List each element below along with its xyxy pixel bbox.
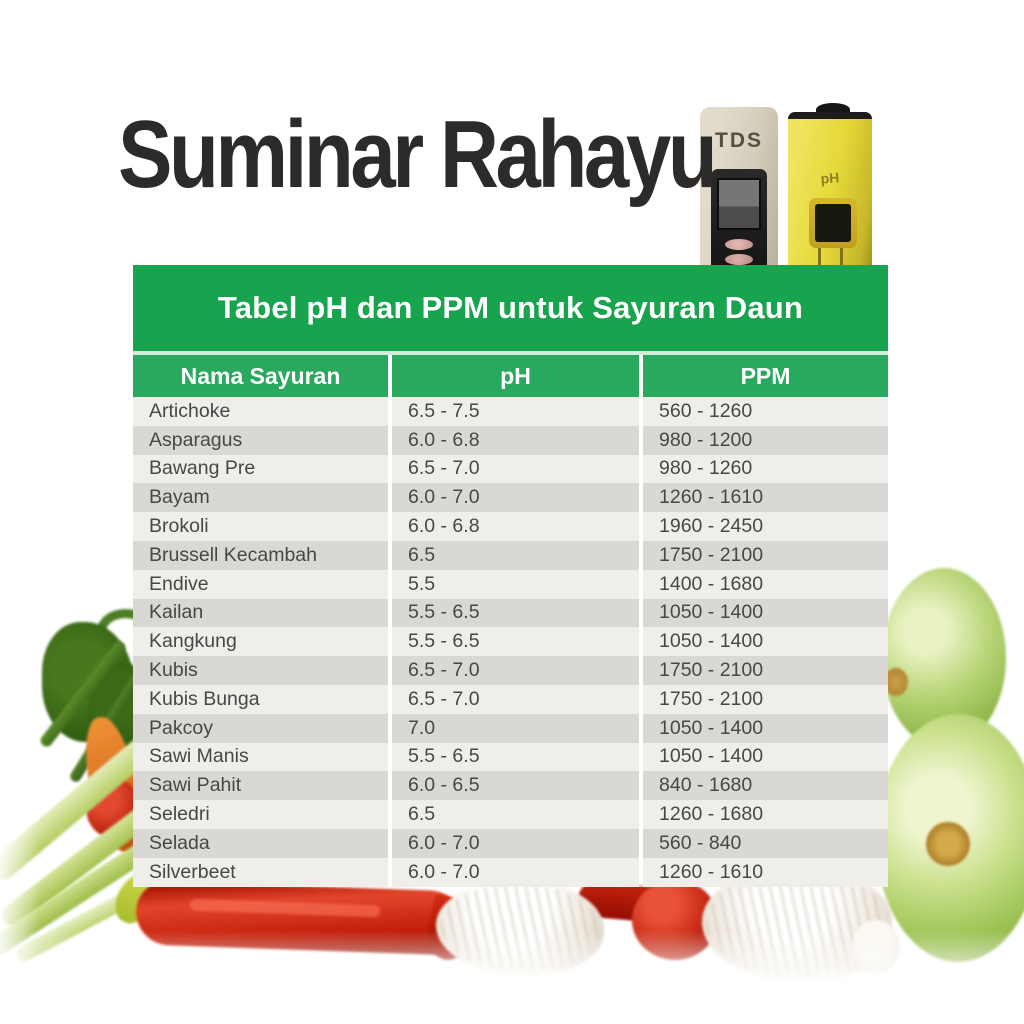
ph-device-label: pH [820,169,840,187]
table-row: Sawi Pahit 6.0 - 6.5 840 - 1680 [133,771,888,801]
ph-cell: 6.0 - 7.0 [392,857,639,887]
ph-meter-stem [818,248,821,267]
table-row: Kangkung 5.5 - 6.5 1050 - 1400 [133,627,888,657]
ph-cell: 6.5 [392,540,639,570]
name-cell: Bawang Pre [133,454,388,484]
ppm-cell: 1960 - 2450 [643,512,888,541]
squash-stem-scar [884,668,908,696]
ph-cell: 6.5 - 7.0 [392,656,639,685]
ppm-cell: 1050 - 1400 [643,627,888,657]
ppm-cell: 1750 - 2100 [643,656,888,685]
ph-cell: 6.5 - 7.0 [392,684,639,714]
name-cell: Endive [133,569,388,599]
ppm-cell: 980 - 1200 [643,425,888,455]
ppm-cell: 980 - 1260 [643,454,888,484]
tds-button [725,239,753,250]
ph-cell: 6.0 - 6.8 [392,512,639,541]
name-cell: Sawi Manis [133,742,388,772]
tds-lcd-screen [717,178,761,230]
ph-cell: 6.0 - 7.0 [392,483,639,513]
name-cell: Seledri [133,800,388,829]
table-separator [133,351,888,355]
table-body: Artichoke 6.5 - 7.5 560 - 1260 Asparagus 6.0… [133,397,888,887]
ppm-cell: 1750 - 2100 [643,684,888,714]
tds-meter-panel [711,169,767,267]
name-cell: Asparagus [133,425,388,455]
brand-title: Suminar Rahayu [118,101,718,208]
ph-cell: 6.0 - 6.5 [392,771,639,801]
tds-meter-device: TDS [700,107,778,267]
name-cell: Kangkung [133,627,388,657]
name-cell: Selada [133,828,388,858]
ppm-cell: 560 - 1260 [643,397,888,426]
ph-cell: 6.0 - 7.0 [392,828,639,858]
name-cell: Kubis Bunga [133,684,388,714]
table-row: Brokoli 6.0 - 6.8 1960 - 2450 [133,512,888,541]
column-header-ppm: PPM [643,355,888,397]
ph-meter-stem [840,248,843,267]
table-header-row: Nama Sayuran pH PPM [133,355,888,397]
table-title: Tabel pH dan PPM untuk Sayuran Daun [217,290,804,325]
name-cell: Pakcoy [133,713,388,743]
table-row: Kubis 6.5 - 7.0 1750 - 2100 [133,656,888,685]
ph-cell: 6.5 - 7.0 [392,454,639,484]
ph-meter-cap [788,112,872,119]
name-cell: Brokoli [133,512,388,541]
column-header-nama-sayuran: Nama Sayuran [133,355,388,397]
ppm-cell: 1050 - 1400 [643,713,888,743]
name-cell: Brussell Kecambah [133,540,388,570]
ph-cell: 7.0 [392,713,639,743]
name-cell: Kailan [133,598,388,628]
table-row: Bawang Pre 6.5 - 7.0 980 - 1260 [133,454,888,484]
table-row: Artichoke 6.5 - 7.5 560 - 1260 [133,397,888,426]
table-row: Kailan 5.5 - 6.5 1050 - 1400 [133,598,888,628]
ph-cell: 5.5 - 6.5 [392,627,639,657]
name-cell: Silverbeet [133,857,388,887]
ppm-cell: 1260 - 1610 [643,857,888,887]
table-row: Seledri 6.5 1260 - 1680 [133,800,888,829]
table-row: Endive 5.5 1400 - 1680 [133,569,888,599]
name-cell: Bayam [133,483,388,513]
name-cell: Kubis [133,656,388,685]
ph-cell: 5.5 [392,569,639,599]
table-row: Sawi Manis 5.5 - 6.5 1050 - 1400 [133,742,888,772]
ph-cell: 5.5 - 6.5 [392,742,639,772]
tds-button [725,254,753,265]
table-row: Bayam 6.0 - 7.0 1260 - 1610 [133,483,888,513]
ppm-cell: 1050 - 1400 [643,598,888,628]
table-title-bar: Tabel pH dan PPM untuk Sayuran Daun [133,265,888,351]
table-row: Kubis Bunga 6.5 - 7.0 1750 - 2100 [133,684,888,714]
ppm-cell: 1750 - 2100 [643,540,888,570]
ph-cell: 6.0 - 6.8 [392,425,639,455]
ph-cell: 6.5 [392,800,639,829]
ppm-cell: 1260 - 1680 [643,800,888,829]
photo-fade [0,560,40,1000]
table-row: Selada 6.0 - 7.0 560 - 840 [133,828,888,858]
ppm-cell: 840 - 1680 [643,771,888,801]
ppm-cell: 1050 - 1400 [643,742,888,772]
column-header-ph: pH [392,355,639,397]
ph-cell: 5.5 - 6.5 [392,598,639,628]
ph-meter-device: pH [788,103,872,267]
ph-ppm-table: Tabel pH dan PPM untuk Sayuran Daun Nama… [133,265,888,887]
table-row: Asparagus 6.0 - 6.8 980 - 1200 [133,425,888,455]
name-cell: Artichoke [133,397,388,426]
ppm-cell: 1400 - 1680 [643,569,888,599]
ph-cell: 6.5 - 7.5 [392,397,639,426]
table-row: Pakcoy 7.0 1050 - 1400 [133,713,888,743]
ph-lcd-frame [809,198,857,248]
squash-stem-scar [926,822,970,866]
tds-device-label: TDS [715,129,763,152]
name-cell: Sawi Pahit [133,771,388,801]
ppm-cell: 1260 - 1610 [643,483,888,513]
photo-fade [0,930,1024,1020]
ppm-cell: 560 - 840 [643,828,888,858]
ph-lcd-screen [815,204,851,242]
table-row: Silverbeet 6.0 - 7.0 1260 - 1610 [133,857,888,887]
table-row: Brussell Kecambah 6.5 1750 - 2100 [133,540,888,570]
